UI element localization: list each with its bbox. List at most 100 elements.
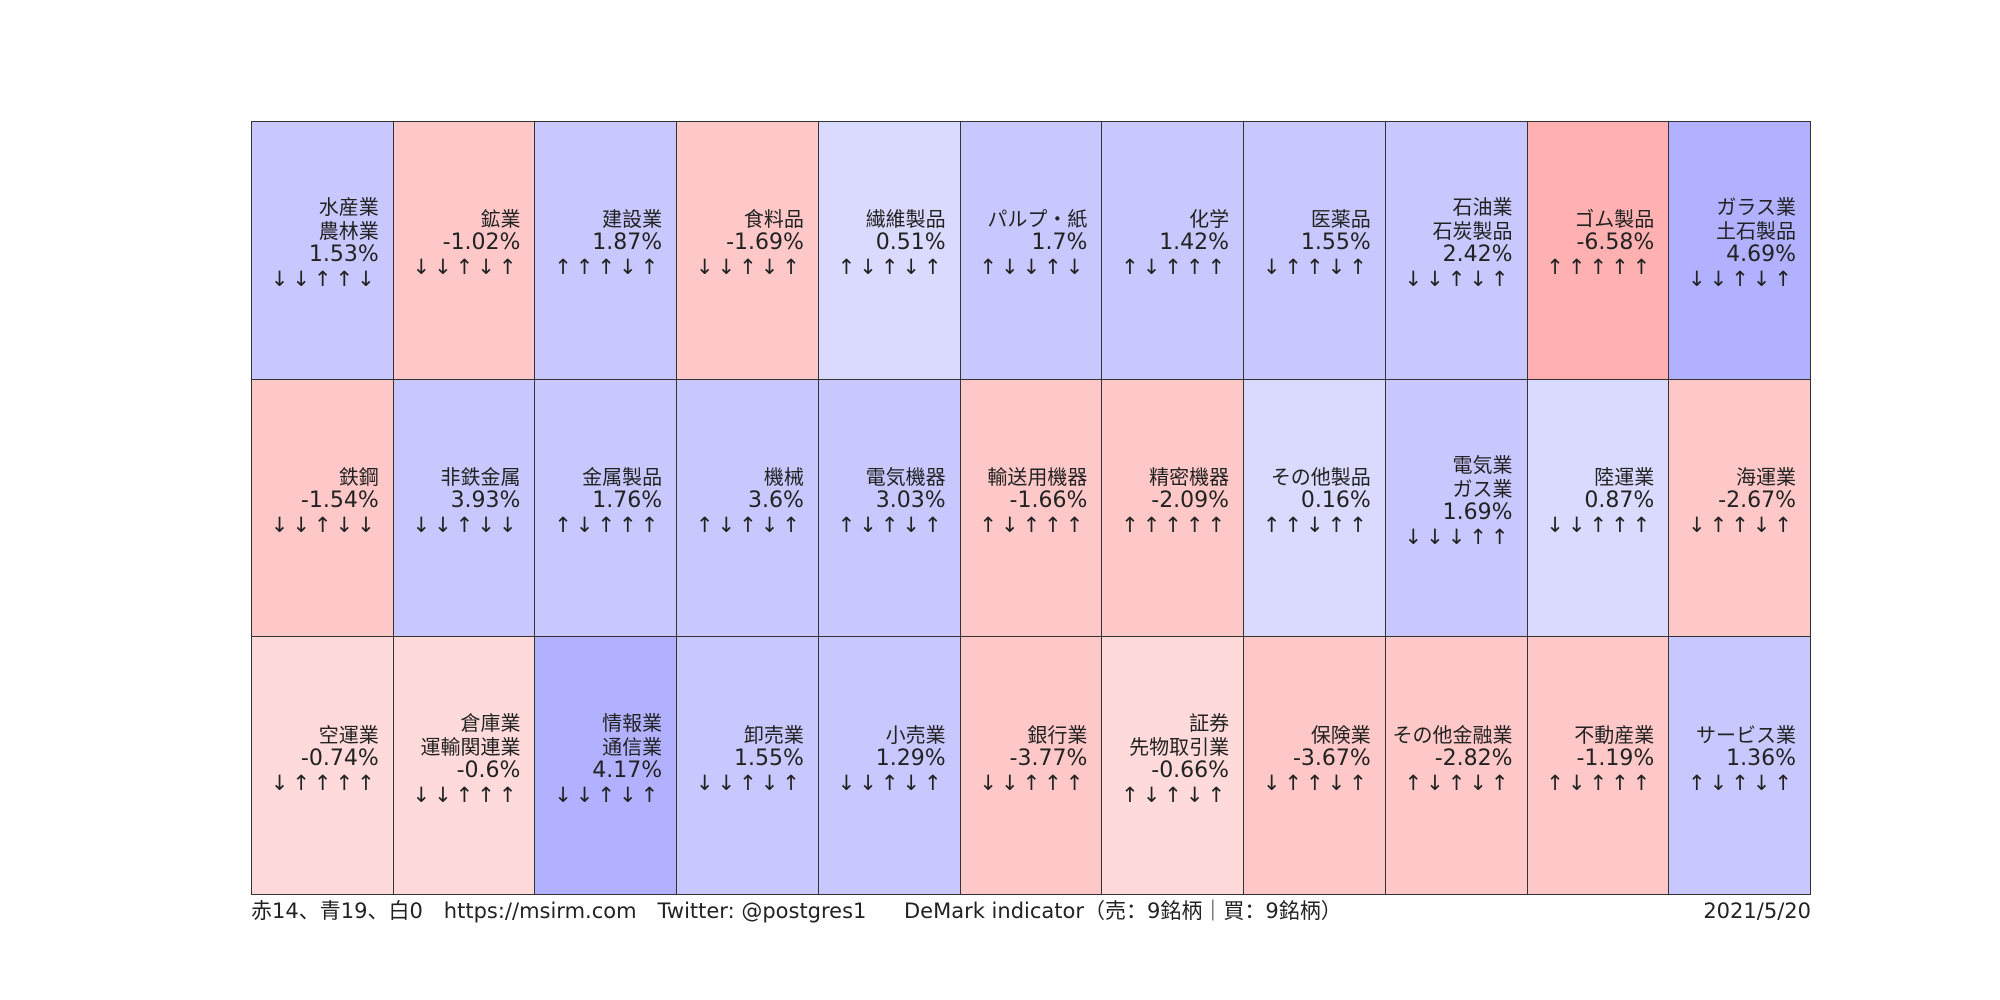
sector-change: 1.76%	[592, 487, 663, 513]
sector-arrows: ↑↓↑↑↑	[979, 512, 1088, 537]
sector-name: 機械	[763, 464, 804, 489]
heatmap-cell: パルプ・紙 1.7% ↑↓↓↑↓	[960, 122, 1103, 380]
heatmap-cell: その他金融業 -2.82% ↑↓↑↓↑	[1385, 637, 1528, 895]
sector-name: 倉庫業	[460, 710, 521, 735]
sector-name: ゴム製品	[1574, 207, 1655, 232]
heatmap-cell: 電気機器 3.03% ↑↓↑↓↑	[818, 379, 961, 638]
sector-arrows: ↑↓↑↓↑	[1404, 770, 1513, 795]
sector-change: 4.69%	[1726, 242, 1796, 268]
sector-name: 不動産業	[1574, 722, 1655, 747]
sector-change: 0.87%	[1584, 487, 1655, 513]
footer-date: 2021/5/20	[1703, 899, 1811, 923]
heatmap-cell: 空運業 -0.74% ↓↑↑↑↑	[252, 637, 394, 895]
sector-name: 輸送用機器	[987, 464, 1088, 489]
sector-arrows: ↑↑↑↓↑	[554, 255, 663, 280]
sector-name: 水産業	[318, 195, 379, 220]
sector-change: 1.69%	[1442, 499, 1513, 525]
heatmap-cell: 保険業 -3.67% ↓↑↑↓↑	[1244, 637, 1386, 895]
heatmap-cell: 卸売業 1.55% ↓↓↑↓↑	[677, 637, 819, 895]
sector-arrows: ↑↓↑↓↑	[1688, 770, 1796, 795]
sector-arrows: ↓↓↑↓↑	[412, 255, 521, 280]
sector-change: -2.67%	[1718, 487, 1796, 513]
sector-change: 1.7%	[1031, 230, 1088, 256]
sector-arrows: ↓↓↑↑↑	[412, 782, 521, 807]
sector-change: -0.66%	[1151, 757, 1230, 783]
sector-change: -3.67%	[1292, 745, 1371, 771]
sector-change: 0.51%	[875, 230, 946, 256]
sector-arrows: ↑↓↑↑↑	[554, 512, 663, 537]
heatmap-cell: 鉄鋼 -1.54% ↓↓↑↓↓	[252, 379, 394, 638]
heatmap-cell: 鉱業 -1.02% ↓↓↑↓↑	[393, 122, 536, 380]
heatmap-cell: サービス業 1.36% ↑↓↑↓↑	[1669, 637, 1811, 895]
sector-name: 空運業	[318, 722, 379, 747]
sector-arrows: ↓↓↑↓↑	[695, 770, 804, 795]
sector-change: 2.42%	[1442, 242, 1513, 268]
sector-arrows: ↓↑↑↓↑	[1688, 512, 1796, 537]
heatmap-cell: 海運業 -2.67% ↓↑↑↓↑	[1669, 379, 1811, 638]
sector-change: 3.03%	[875, 487, 946, 513]
sector-change: -6.58%	[1576, 230, 1655, 256]
sector-arrows: ↓↓↑↓↑	[554, 782, 663, 807]
sector-name: 卸売業	[743, 722, 804, 747]
sector-change: -0.74%	[300, 745, 379, 771]
heatmap-cell: 水産業 農林業 1.53% ↓↓↑↑↓	[252, 122, 394, 380]
sector-arrows: ↑↑↓↑↑	[1262, 512, 1371, 537]
heatmap-cell: 輸送用機器 -1.66% ↑↓↑↑↑	[960, 379, 1103, 638]
sector-arrows: ↓↑↑↓↑	[1262, 770, 1371, 795]
footer-indicator: DeMark indicator（売：9銘柄｜買：9銘柄）	[904, 899, 1342, 923]
sector-change: 1.55%	[734, 745, 804, 771]
sector-change: 3.6%	[748, 487, 804, 513]
sector-name: ガス業	[1452, 476, 1513, 501]
sector-change: -3.77%	[1009, 745, 1088, 771]
heatmap-cell: 医薬品 1.55% ↓↑↑↓↑	[1244, 122, 1386, 380]
heatmap-cell: 銀行業 -3.77% ↓↓↑↑↑	[960, 637, 1103, 895]
sector-name: その他金融業	[1392, 722, 1513, 747]
sector-name: 石油業	[1452, 195, 1513, 220]
sector-name: サービス業	[1696, 722, 1796, 747]
sector-name: 鉄鋼	[338, 464, 379, 489]
sector-change: 1.42%	[1159, 230, 1230, 256]
sector-change: 1.55%	[1300, 230, 1371, 256]
sector-arrows: ↓↓↑↑↓	[270, 267, 379, 292]
heatmap-cell: 精密機器 -2.09% ↑↑↑↑↑	[1102, 379, 1245, 638]
heatmap-cell: ガラス業 土石製品 4.69% ↓↓↑↓↑	[1669, 122, 1811, 380]
sector-arrows: ↑↓↑↓↑	[695, 512, 804, 537]
sector-arrows: ↓↓↑↓↓	[412, 512, 521, 537]
heatmap-cell: 電気業 ガス業 1.69% ↓↓↓↑↑	[1385, 379, 1528, 638]
sector-name: その他製品	[1270, 464, 1371, 489]
sector-name: 繊維製品	[865, 207, 946, 232]
sector-name: 証券	[1189, 710, 1230, 735]
sector-name: 精密機器	[1149, 464, 1230, 489]
heatmap-cell: 陸運業 0.87% ↓↓↑↑↑	[1527, 379, 1670, 638]
sector-name: 医薬品	[1310, 207, 1371, 232]
sector-arrows: ↓↓↓↑↑	[1404, 524, 1513, 549]
heatmap-cell: 食料品 -1.69% ↓↓↑↓↑	[677, 122, 819, 380]
heatmap-cell: 証券 先物取引業 -0.66% ↑↓↑↓↑	[1102, 637, 1245, 895]
footer-summary: 赤14、青19、白0 https://msirm.com Twitter: @p…	[251, 899, 867, 923]
sector-arrows: ↓↑↑↓↑	[1262, 255, 1371, 280]
sector-change: 1.36%	[1726, 745, 1796, 771]
sector-name: 農林業	[318, 219, 379, 244]
heatmap-cell: 非鉄金属 3.93% ↓↓↑↓↓	[393, 379, 536, 638]
heatmap-cell: 石油業 石炭製品 2.42% ↓↓↑↓↑	[1385, 122, 1528, 380]
heatmap-cell: 倉庫業 運輸関連業 -0.6% ↓↓↑↑↑	[393, 637, 536, 895]
sector-name: 金属製品	[582, 464, 663, 489]
sector-arrows: ↓↓↑↓↑	[837, 770, 946, 795]
heatmap-cell: 化学 1.42% ↑↓↑↑↑	[1102, 122, 1245, 380]
sector-arrows: ↑↓↑↓↑	[837, 512, 946, 537]
heatmap-cell: 建設業 1.87% ↑↑↑↓↑	[535, 122, 678, 380]
sector-change: -1.02%	[442, 230, 521, 256]
sector-arrows: ↓↑↑↑↑	[270, 770, 379, 795]
sector-name: 食料品	[743, 207, 804, 232]
sector-arrows: ↓↓↑↓↓	[270, 512, 379, 537]
sector-name: 小売業	[885, 722, 946, 747]
heatmap-cell: 金属製品 1.76% ↑↓↑↑↑	[535, 379, 678, 638]
sector-arrows: ↑↓↑↓↑	[837, 255, 946, 280]
sector-arrows: ↑↓↓↑↓	[979, 255, 1088, 280]
sector-change: 1.53%	[308, 242, 379, 268]
sector-name: 海運業	[1736, 464, 1796, 489]
sector-heatmap: 水産業 農林業 1.53% ↓↓↑↑↓ 鉱業 -1.02% ↓↓↑↓↑ 建設業 1.87% ↑↑↑…	[251, 121, 1811, 895]
heatmap-cell: ゴム製品 -6.58% ↑↑↑↑↑	[1527, 122, 1670, 380]
sector-change: -2.82%	[1434, 745, 1513, 771]
sector-name: 土石製品	[1716, 219, 1796, 244]
